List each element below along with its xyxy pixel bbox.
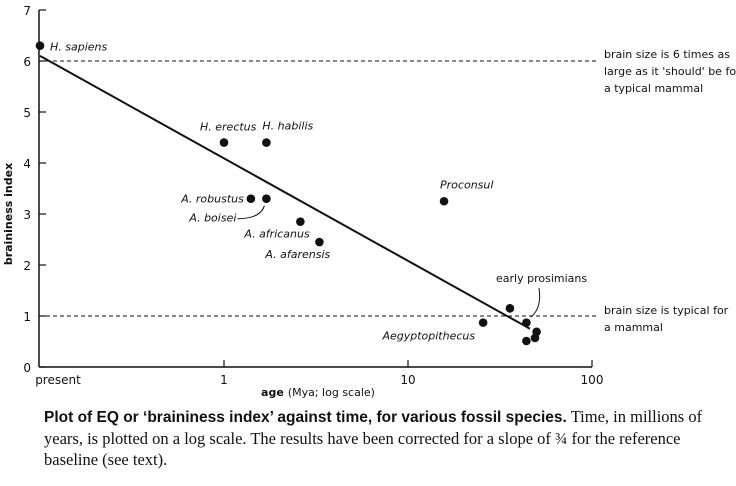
x-tick-label: 10 bbox=[400, 373, 415, 387]
y-tick-label: 7 bbox=[23, 4, 31, 18]
data-point bbox=[219, 138, 229, 147]
x-tick-label: 1 bbox=[220, 373, 228, 387]
group-label: early prosimians bbox=[496, 272, 587, 285]
data-point bbox=[478, 318, 488, 327]
data-point bbox=[35, 41, 45, 50]
y-tick-label: 6 bbox=[23, 55, 31, 69]
data-point bbox=[522, 336, 531, 346]
reference-annotation: large as it 'should' be for bbox=[604, 65, 736, 78]
data-point bbox=[315, 237, 324, 247]
data-point bbox=[262, 194, 271, 203]
figure-caption: Plot of EQ or ‘braininess index’ against… bbox=[44, 406, 704, 470]
x-axis-label: age (Mya; log scale) bbox=[261, 386, 375, 399]
leader-line bbox=[530, 287, 541, 318]
y-tick-label: 0 bbox=[23, 361, 31, 375]
y-tick-label: 2 bbox=[23, 259, 31, 273]
data-point bbox=[262, 138, 271, 147]
data-point bbox=[296, 217, 305, 226]
y-tick-label: 3 bbox=[23, 208, 31, 222]
reference-annotation: a typical mammal bbox=[604, 82, 703, 95]
y-axis-label: braininess index bbox=[2, 163, 15, 265]
y-tick-label: 5 bbox=[23, 106, 31, 120]
caption-bold: Plot of EQ or ‘braininess index’ against… bbox=[44, 409, 567, 426]
reference-annotation: brain size is typical for bbox=[604, 304, 729, 317]
point-label: Proconsul bbox=[440, 178, 493, 191]
reference-annotation: a mammal bbox=[604, 321, 663, 334]
data-point bbox=[522, 318, 531, 327]
leader-line bbox=[237, 205, 265, 220]
point-label: A. boisei bbox=[188, 212, 236, 225]
data-point bbox=[505, 304, 515, 313]
trend-line bbox=[39, 55, 531, 330]
point-label: A. africanus bbox=[243, 228, 310, 241]
data-point bbox=[246, 194, 256, 203]
y-tick-label: 4 bbox=[23, 157, 31, 171]
y-tick-label: 1 bbox=[23, 310, 31, 324]
point-label: H. erectus bbox=[200, 121, 257, 134]
x-tick-label: 100 bbox=[581, 373, 604, 387]
data-point bbox=[530, 333, 540, 343]
reference-annotation: brain size is 6 times as bbox=[604, 48, 730, 61]
point-label: A. afarensis bbox=[264, 248, 330, 261]
point-label: H. sapiens bbox=[50, 41, 108, 54]
point-label: H. habilis bbox=[262, 120, 313, 133]
data-point bbox=[439, 196, 449, 206]
point-label: Aegyptopithecus bbox=[381, 330, 475, 343]
x-tick-label: present bbox=[35, 373, 81, 387]
scatter-chart: 0 1 2 3 4 5 6 7 present 1 10 100 brain size is 6 ti… bbox=[2, 4, 736, 399]
caption-text: Time, in millions of years, is plotted o… bbox=[44, 407, 703, 469]
point-label: A. robustus bbox=[180, 193, 244, 206]
